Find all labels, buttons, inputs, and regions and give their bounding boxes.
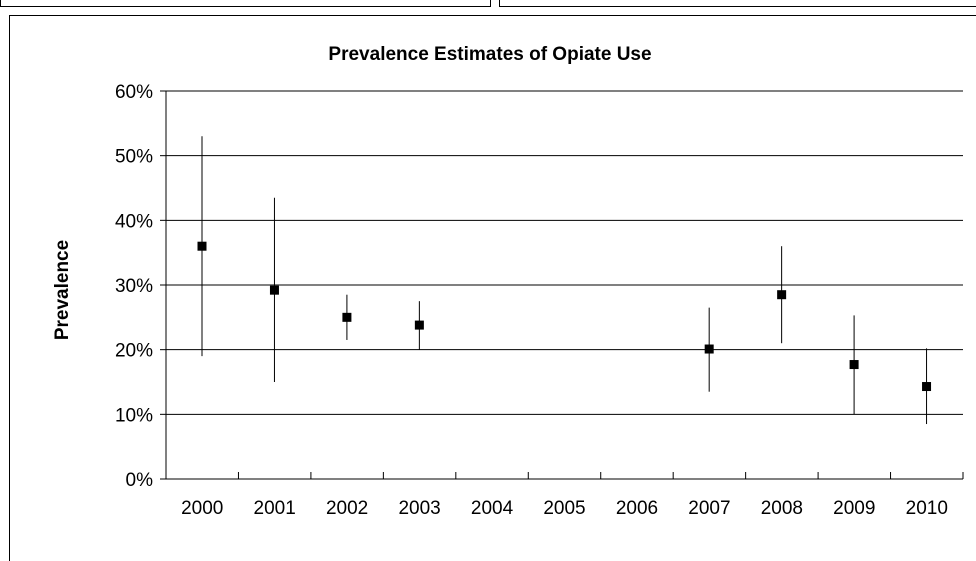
data-points — [197, 241, 932, 392]
data-point — [777, 290, 787, 300]
y-tick-label: 20% — [115, 341, 153, 362]
data-point — [197, 241, 207, 251]
x-tick-label: 2003 — [398, 498, 440, 519]
x-tick-label: 2009 — [833, 498, 875, 519]
y-tick-label: 60% — [115, 82, 153, 103]
data-point — [342, 312, 352, 322]
panel-edge-left — [0, 0, 491, 7]
x-tick-label: 2004 — [471, 498, 514, 519]
chart-area — [9, 15, 976, 561]
data-point — [922, 382, 932, 392]
data-point — [269, 285, 279, 295]
data-point — [849, 360, 859, 370]
x-tick-label: 2006 — [616, 498, 658, 519]
x-tick-label: 2008 — [761, 498, 803, 519]
y-tick-label: 10% — [115, 405, 153, 426]
y-tick-label: 0% — [126, 470, 154, 491]
chart-title: Prevalence Estimates of Opiate Use — [328, 44, 651, 65]
x-tick-labels: 2000 2001 2002 2003 2004 2005 2006 2007 2008 2009… — [181, 498, 948, 519]
x-tick-label: 2001 — [254, 498, 296, 519]
x-tick-label: 2010 — [906, 498, 948, 519]
data-point — [414, 320, 424, 330]
gridlines — [166, 90, 963, 415]
y-tick-label: 30% — [115, 276, 153, 297]
panel-edge-right — [499, 0, 976, 7]
y-tick-labels: 0% 10% 20% 30% 40% 50% 60% — [115, 82, 153, 491]
x-tick-label: 2002 — [326, 498, 368, 519]
x-tick-label: 2007 — [688, 498, 730, 519]
error-bars — [201, 136, 928, 425]
y-tick-label: 50% — [115, 147, 153, 168]
y-tick-label: 40% — [115, 211, 153, 232]
axes — [160, 90, 964, 480]
y-axis-label: Prevalence — [52, 240, 73, 340]
x-tick-label: 2000 — [181, 498, 223, 519]
x-tick-label: 2005 — [543, 498, 585, 519]
data-point — [704, 344, 714, 354]
